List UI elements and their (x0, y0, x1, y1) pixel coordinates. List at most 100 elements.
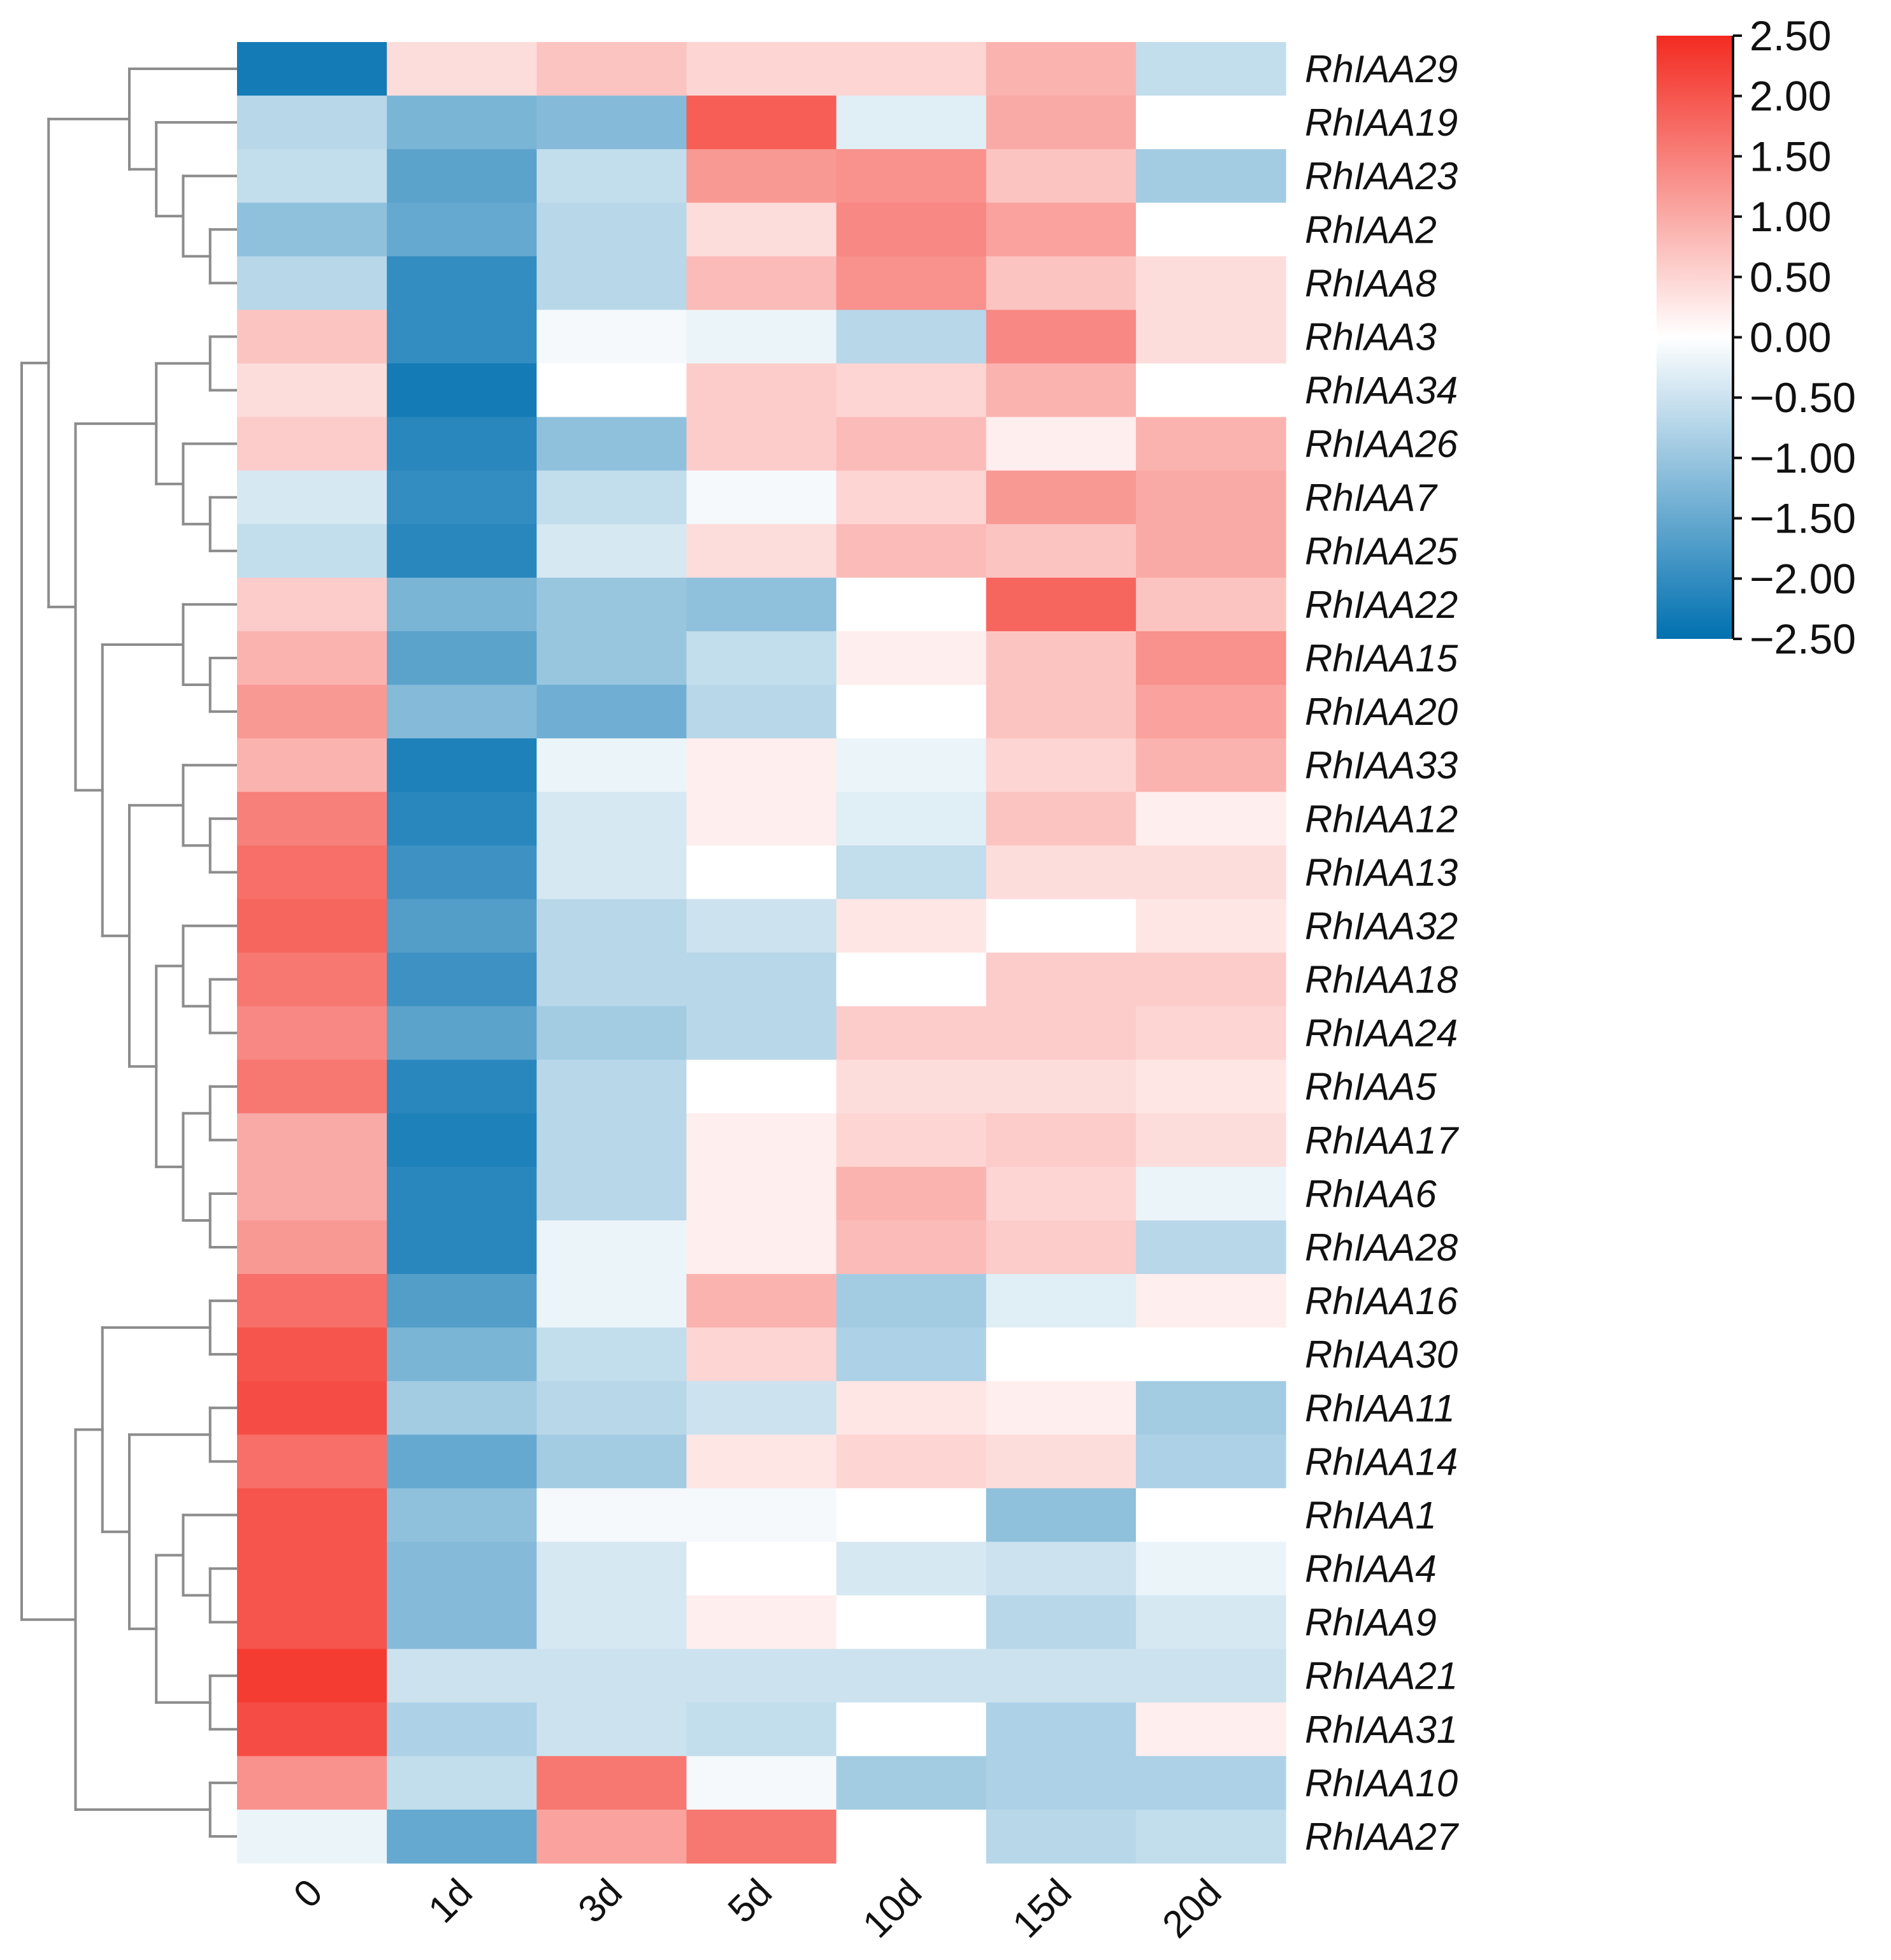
heatmap-cell-RhIAA13-10d (836, 845, 987, 900)
heatmap-cell-RhIAA3-0 (237, 310, 387, 364)
heatmap-cell-RhIAA1-0 (237, 1488, 387, 1543)
heatmap-cell-RhIAA5-15d (986, 1059, 1137, 1114)
heatmap-cell-RhIAA20-0 (237, 685, 387, 739)
heatmap-cell-RhIAA10-10d (836, 1756, 987, 1810)
heatmap-cell-RhIAA19-5d (686, 96, 837, 150)
heatmap-cell-RhIAA18-1d (387, 952, 537, 1007)
heatmap-cell-RhIAA26-15d (986, 417, 1137, 471)
heatmap-cell-RhIAA22-3d (536, 577, 687, 632)
heatmap-cell-RhIAA19-0 (237, 96, 387, 150)
heatmap-cell-RhIAA12-1d (387, 792, 537, 846)
heatmap-cell-RhIAA16-3d (536, 1274, 687, 1328)
heatmap-cell-RhIAA12-15d (986, 792, 1137, 846)
heatmap-cell-RhIAA16-20d (1135, 1274, 1286, 1328)
heatmap-cell-RhIAA31-15d (986, 1702, 1137, 1757)
heatmap-cell-RhIAA11-15d (986, 1381, 1137, 1435)
row-label: RhIAA15 (1305, 637, 1458, 680)
heatmap-cell-RhIAA17-0 (237, 1113, 387, 1168)
heatmap-cell-RhIAA17-10d (836, 1113, 987, 1168)
heatmap-cell-RhIAA26-5d (686, 417, 837, 471)
heatmap-cell-RhIAA5-1d (387, 1059, 537, 1114)
heatmap-cell-RhIAA23-10d (836, 149, 987, 203)
heatmap-cell-RhIAA32-10d (836, 899, 987, 954)
heatmap-cell-RhIAA31-0 (237, 1702, 387, 1757)
row-labels: RhIAA29 RhIAA19 RhIAA23 RhIAA2 RhIAA8 RhIAA3 R… (1305, 48, 1460, 1858)
row-label: RhIAA27 (1305, 1815, 1460, 1858)
heatmap-cell-RhIAA32-5d (686, 899, 837, 954)
row-label: RhIAA28 (1305, 1226, 1458, 1269)
row-label: RhIAA11 (1305, 1387, 1455, 1429)
heatmap-cell-RhIAA27-1d (387, 1809, 537, 1864)
heatmap-cell-RhIAA24-3d (536, 1006, 687, 1061)
heatmap-cell-RhIAA13-1d (387, 845, 537, 900)
heatmap-cell-RhIAA26-0 (237, 417, 387, 471)
heatmap-cell-RhIAA1-1d (387, 1488, 537, 1543)
heatmap-cell-RhIAA4-1d (387, 1542, 537, 1596)
heatmap-cell-RhIAA27-15d (986, 1809, 1137, 1864)
row-label: RhIAA14 (1305, 1440, 1458, 1483)
heatmap-cell-RhIAA5-5d (686, 1059, 837, 1114)
heatmap-cell-RhIAA8-0 (237, 256, 387, 311)
row-label: RhIAA7 (1305, 476, 1438, 519)
heatmap-cell-RhIAA19-1d (387, 96, 537, 150)
heatmap-cell-RhIAA13-0 (237, 845, 387, 900)
heatmap-cell-RhIAA28-3d (536, 1220, 687, 1275)
heatmap-cell-RhIAA13-15d (986, 845, 1137, 900)
heatmap-cell-RhIAA11-5d (686, 1381, 837, 1435)
heatmap-cell-RhIAA5-10d (836, 1059, 987, 1114)
heatmap-cell-RhIAA30-3d (536, 1327, 687, 1382)
row-label: RhIAA25 (1305, 530, 1458, 573)
heatmap-cell-RhIAA22-15d (986, 577, 1137, 632)
heatmap-cell-RhIAA23-15d (986, 149, 1137, 203)
heatmap-cell-RhIAA4-5d (686, 1542, 837, 1596)
heatmap-cell-RhIAA3-15d (986, 310, 1137, 364)
heatmap-cell-RhIAA16-0 (237, 1274, 387, 1328)
heatmap-cell-RhIAA21-5d (686, 1649, 837, 1703)
color-scale-tick-label: −2.50 (1750, 615, 1856, 662)
heatmap-cell-RhIAA25-3d (536, 524, 687, 578)
heatmap-cell-RhIAA11-20d (1135, 1381, 1286, 1435)
heatmap-cell-RhIAA18-3d (536, 952, 687, 1007)
heatmap-cell-RhIAA33-20d (1135, 738, 1286, 792)
heatmap-cell-RhIAA8-15d (986, 256, 1137, 311)
heatmap-cell-RhIAA2-15d (986, 203, 1137, 257)
column-label: 5d (720, 1871, 780, 1931)
row-label: RhIAA24 (1305, 1012, 1458, 1055)
heatmap-cell-RhIAA28-0 (237, 1220, 387, 1275)
heatmap-cell-RhIAA6-20d (1135, 1166, 1286, 1221)
heatmap-cell-RhIAA4-0 (237, 1542, 387, 1596)
color-scale-tick-label: 0.00 (1750, 314, 1831, 361)
heatmap-cell-RhIAA17-15d (986, 1113, 1137, 1168)
heatmap-cell-RhIAA9-3d (536, 1595, 687, 1650)
heatmap-cell-RhIAA30-15d (986, 1327, 1137, 1382)
heatmap-cell-RhIAA7-1d (387, 470, 537, 525)
color-scale-tick-label: 1.00 (1750, 193, 1831, 240)
heatmap-cell-RhIAA8-5d (686, 256, 837, 311)
row-label: RhIAA2 (1305, 208, 1437, 251)
column-label: 15d (1004, 1871, 1079, 1946)
row-label: RhIAA9 (1305, 1601, 1437, 1644)
heatmap-cell-RhIAA28-10d (836, 1220, 987, 1275)
heatmap-cell-RhIAA26-1d (387, 417, 537, 471)
row-label: RhIAA3 (1305, 315, 1437, 358)
row-label: RhIAA23 (1305, 155, 1458, 197)
row-label: RhIAA19 (1305, 101, 1458, 144)
heatmap-cell-RhIAA12-0 (237, 792, 387, 846)
heatmap-cell-RhIAA32-20d (1135, 899, 1286, 954)
heatmap-cell-RhIAA28-1d (387, 1220, 537, 1275)
heatmap-cell-RhIAA21-10d (836, 1649, 987, 1703)
heatmap-cell-RhIAA8-20d (1135, 256, 1286, 311)
column-label: 20d (1154, 1871, 1229, 1946)
heatmap-cell-RhIAA13-20d (1135, 845, 1286, 900)
heatmap-cell-RhIAA6-15d (986, 1166, 1137, 1221)
heatmap-cell-RhIAA25-15d (986, 524, 1137, 578)
row-label: RhIAA1 (1305, 1494, 1437, 1536)
heatmap-cell-RhIAA15-15d (986, 631, 1137, 685)
heatmap-cell-RhIAA25-5d (686, 524, 837, 578)
heatmap-cell-RhIAA33-3d (536, 738, 687, 792)
column-label: 10d (854, 1871, 930, 1946)
heatmap-cell-RhIAA9-15d (986, 1595, 1137, 1650)
heatmap-cell-RhIAA15-3d (536, 631, 687, 685)
heatmap-cell-RhIAA14-5d (686, 1434, 837, 1489)
row-label: RhIAA33 (1305, 744, 1458, 787)
